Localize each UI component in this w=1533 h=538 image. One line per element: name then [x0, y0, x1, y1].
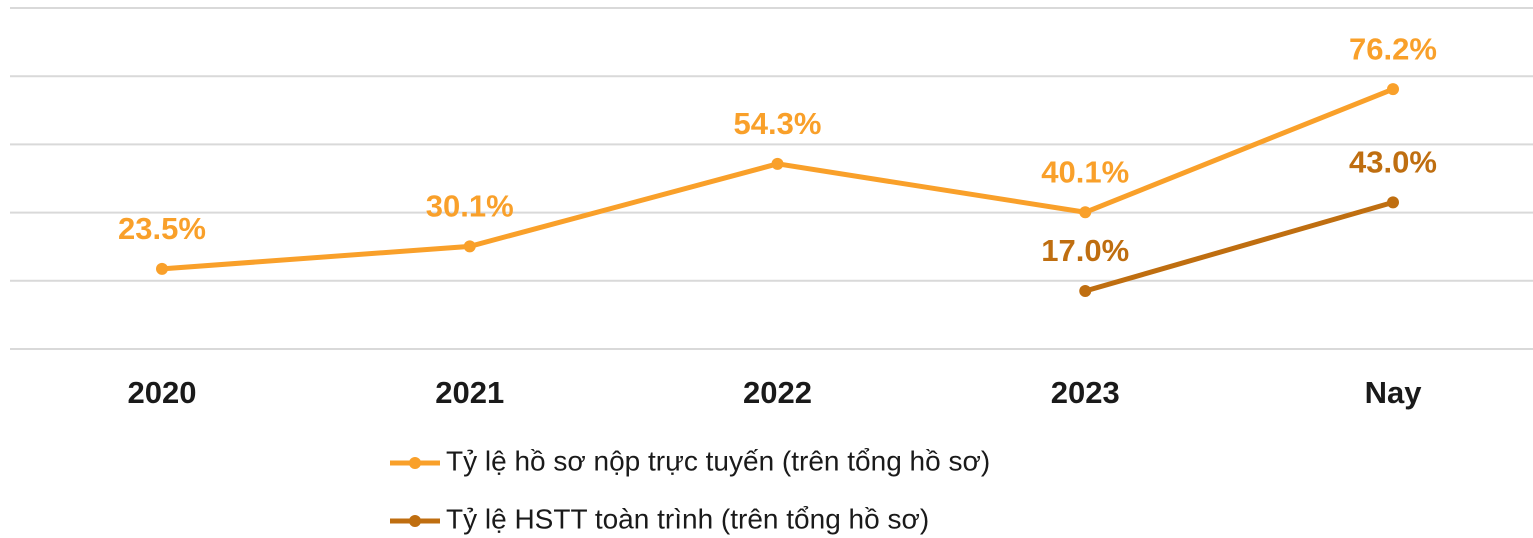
series-line [1084, 199, 1394, 294]
x-tick-label: 2020 [128, 375, 197, 410]
data-label: 17.0% [1041, 233, 1129, 268]
data-point [771, 157, 784, 170]
legend-label: Tỷ lệ HSTT toàn trình (trên tổng hồ sơ) [446, 503, 929, 534]
data-point [1079, 285, 1092, 298]
data-label: 76.2% [1349, 31, 1437, 66]
x-tick-label: 2023 [1051, 375, 1120, 410]
legend-marker [409, 515, 421, 527]
legend-marker [409, 457, 421, 469]
data-label: 40.1% [1041, 154, 1129, 189]
x-tick-label: 2021 [435, 375, 504, 410]
data-point [463, 240, 476, 253]
data-point [1387, 196, 1399, 209]
data-point [1079, 206, 1092, 219]
data-label: 23.5% [118, 211, 206, 246]
x-tick-label: 2022 [743, 375, 812, 410]
data-point [1387, 83, 1399, 96]
legend-label: Tỷ lệ hồ sơ nộp trực tuyến (trên tổng hồ… [446, 445, 990, 476]
data-label: 54.3% [734, 106, 822, 141]
data-label: 43.0% [1349, 145, 1437, 180]
x-tick-label: Nay [1365, 375, 1423, 410]
data-point [156, 262, 168, 275]
data-label: 30.1% [426, 189, 514, 224]
